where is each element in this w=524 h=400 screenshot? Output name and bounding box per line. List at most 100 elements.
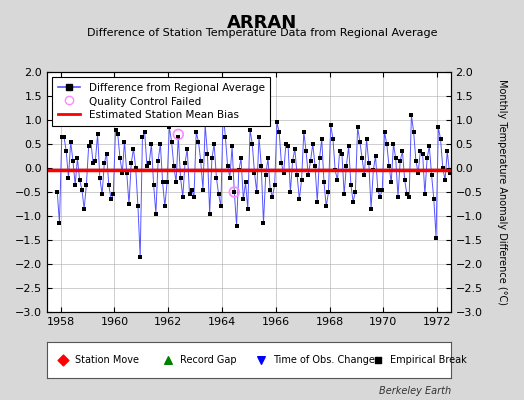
Point xyxy=(235,167,243,174)
Point xyxy=(349,198,357,205)
Point xyxy=(140,129,149,135)
Point xyxy=(116,155,124,162)
Point xyxy=(228,143,236,150)
Point xyxy=(421,191,429,198)
Point xyxy=(109,191,117,198)
Point xyxy=(412,158,420,164)
Point xyxy=(311,162,319,169)
Point xyxy=(78,186,86,193)
Point xyxy=(132,165,140,171)
Point xyxy=(192,129,200,135)
Point xyxy=(255,134,263,140)
Point xyxy=(279,170,288,176)
Point xyxy=(75,177,84,183)
Point xyxy=(59,357,68,363)
Legend: Difference from Regional Average, Quality Control Failed, Estimated Station Mean: Difference from Regional Average, Qualit… xyxy=(52,77,270,126)
Point xyxy=(407,112,416,118)
Point xyxy=(111,126,119,133)
Text: Berkeley Earth: Berkeley Earth xyxy=(378,386,451,396)
Point xyxy=(400,177,409,183)
Point xyxy=(58,134,66,140)
Point xyxy=(161,203,169,210)
Point xyxy=(163,179,171,186)
Point xyxy=(261,172,270,178)
Point xyxy=(320,179,328,186)
Text: ARRAN: ARRAN xyxy=(227,14,297,32)
Point xyxy=(300,129,308,135)
Point xyxy=(156,141,165,147)
Point xyxy=(335,148,344,154)
Point xyxy=(147,141,156,147)
Point xyxy=(423,155,431,162)
Point xyxy=(398,148,407,154)
Text: Difference of Station Temperature Data from Regional Average: Difference of Station Temperature Data f… xyxy=(87,28,437,38)
Point xyxy=(307,158,315,164)
Point xyxy=(293,172,301,178)
Point xyxy=(181,160,189,166)
Point xyxy=(298,177,306,183)
Point xyxy=(329,136,337,142)
Point xyxy=(272,119,281,126)
Point xyxy=(60,134,68,140)
Point xyxy=(239,196,247,202)
Point xyxy=(91,158,100,164)
Point xyxy=(67,138,75,145)
Point xyxy=(248,141,256,147)
Point xyxy=(351,189,359,195)
Point xyxy=(221,134,230,140)
Point xyxy=(391,155,400,162)
Point xyxy=(315,155,324,162)
Point xyxy=(84,143,93,150)
Point xyxy=(143,162,151,169)
Point xyxy=(374,357,382,363)
Point xyxy=(93,131,102,138)
Point xyxy=(403,191,411,198)
Point xyxy=(344,143,353,150)
Point xyxy=(277,160,286,166)
Point xyxy=(158,179,167,186)
Point xyxy=(230,189,238,195)
Point xyxy=(244,206,252,212)
Point xyxy=(266,186,275,193)
Point xyxy=(288,158,297,164)
Point xyxy=(183,146,191,152)
Point xyxy=(164,357,172,363)
Point xyxy=(201,122,210,128)
Point xyxy=(205,210,214,217)
Point xyxy=(96,174,104,181)
Point xyxy=(356,138,364,145)
Point xyxy=(127,160,135,166)
Point xyxy=(394,194,402,200)
Point xyxy=(62,148,70,154)
Point xyxy=(107,196,115,202)
Point xyxy=(282,141,290,147)
Point xyxy=(313,198,321,205)
Point xyxy=(268,194,277,200)
Point xyxy=(378,186,387,193)
Point xyxy=(333,177,342,183)
Point xyxy=(174,131,182,138)
Point xyxy=(246,126,254,133)
Point xyxy=(82,182,91,188)
Point xyxy=(129,146,138,152)
Point xyxy=(167,138,176,145)
Point xyxy=(172,179,180,186)
Point xyxy=(428,172,436,178)
Point xyxy=(154,158,162,164)
Point xyxy=(304,172,312,178)
Point xyxy=(372,153,380,159)
Point xyxy=(369,167,377,174)
Point xyxy=(259,220,268,226)
Point xyxy=(275,129,283,135)
Point xyxy=(102,150,111,157)
Point xyxy=(389,141,398,147)
Point xyxy=(409,129,418,135)
Point xyxy=(149,182,158,188)
Point xyxy=(177,174,185,181)
Point xyxy=(374,186,382,193)
Point xyxy=(80,206,89,212)
Point xyxy=(53,189,61,195)
Point xyxy=(86,138,95,145)
Point xyxy=(134,203,142,210)
Point xyxy=(324,189,333,195)
